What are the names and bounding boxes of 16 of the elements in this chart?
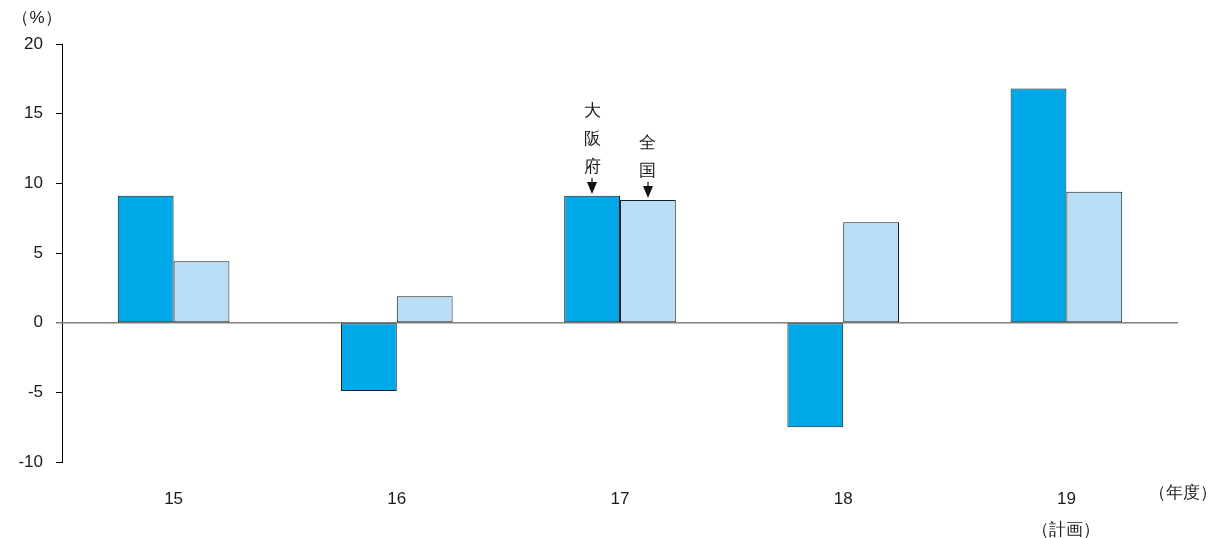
y-tick-label: 15 [24, 103, 43, 123]
y-tick-label: 10 [24, 173, 43, 193]
x-tick-label: 15 [164, 488, 184, 508]
y-tick-label: 20 [24, 33, 43, 53]
y-tick-label: -5 [27, 382, 43, 402]
x-tick-label: 19 （計画） [1032, 488, 1101, 538]
y-tick-label: 0 [33, 312, 43, 332]
x-tick-label: 16 [387, 488, 407, 508]
y-axis-title: （%） [12, 7, 62, 27]
x-tick-label: 17 [610, 488, 630, 508]
series-label: 大阪府 [583, 98, 602, 178]
y-tick-label: 5 [33, 242, 43, 262]
x-tick-label: 18 [833, 488, 853, 508]
series-label: 全国 [638, 131, 657, 183]
y-tick-label: -10 [18, 451, 43, 471]
x-axis-title: （年度） [1149, 482, 1217, 502]
